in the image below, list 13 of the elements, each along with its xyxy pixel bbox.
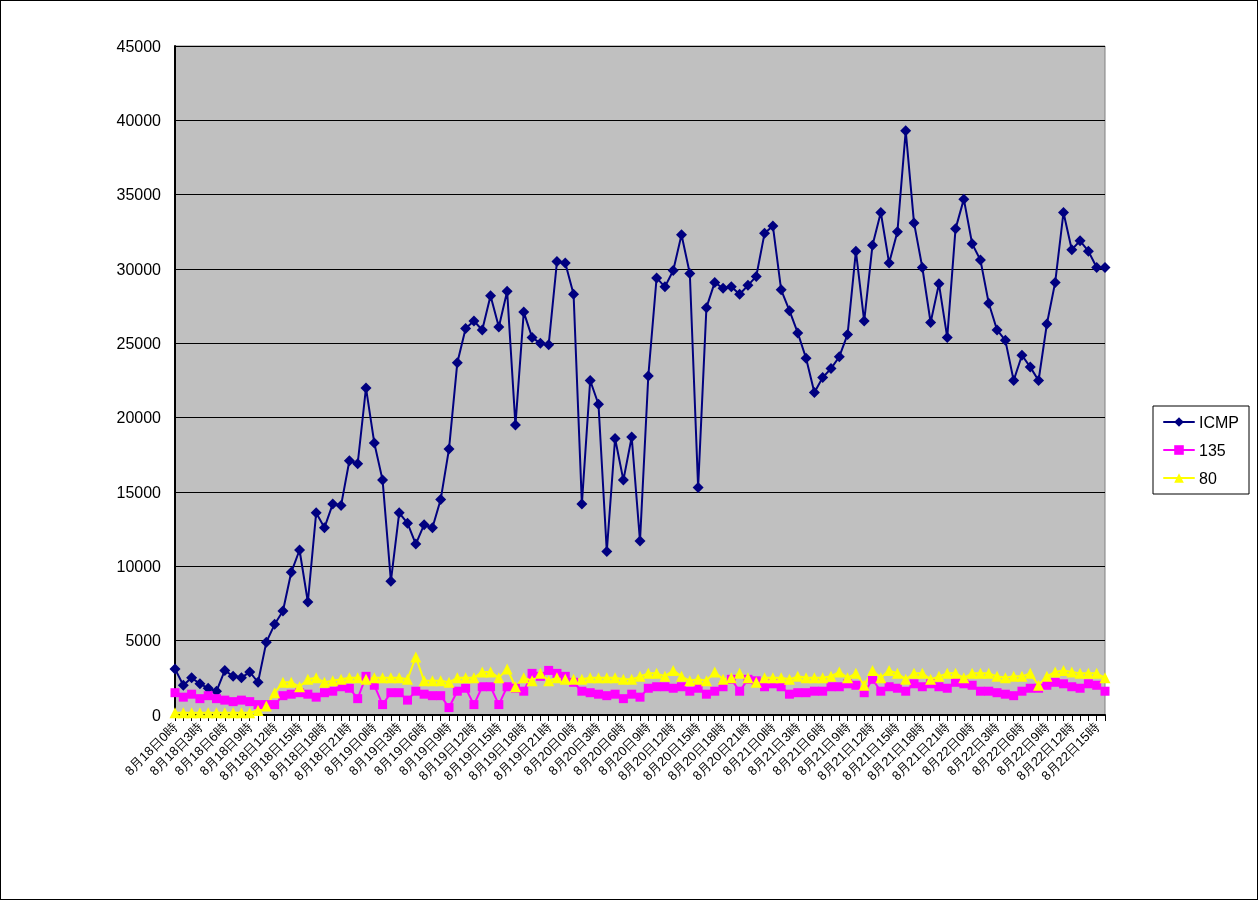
y-tick-label: 40000 — [116, 111, 162, 129]
legend-label: 135 — [1199, 441, 1226, 459]
y-tick-label: 45000 — [116, 37, 162, 55]
y-tick-label: 5000 — [125, 632, 162, 650]
y-tick-label: 30000 — [116, 260, 162, 278]
y-tick-label: 0 — [152, 706, 162, 724]
y-tick-label: 10000 — [116, 557, 162, 575]
legend-label: ICMP — [1199, 413, 1239, 431]
y-tick-label: 20000 — [116, 409, 162, 427]
y-tick-label: 35000 — [116, 186, 162, 204]
y-tick-label: 25000 — [116, 334, 162, 352]
legend-label: 80 — [1199, 469, 1217, 487]
y-tick-label: 15000 — [116, 483, 162, 501]
